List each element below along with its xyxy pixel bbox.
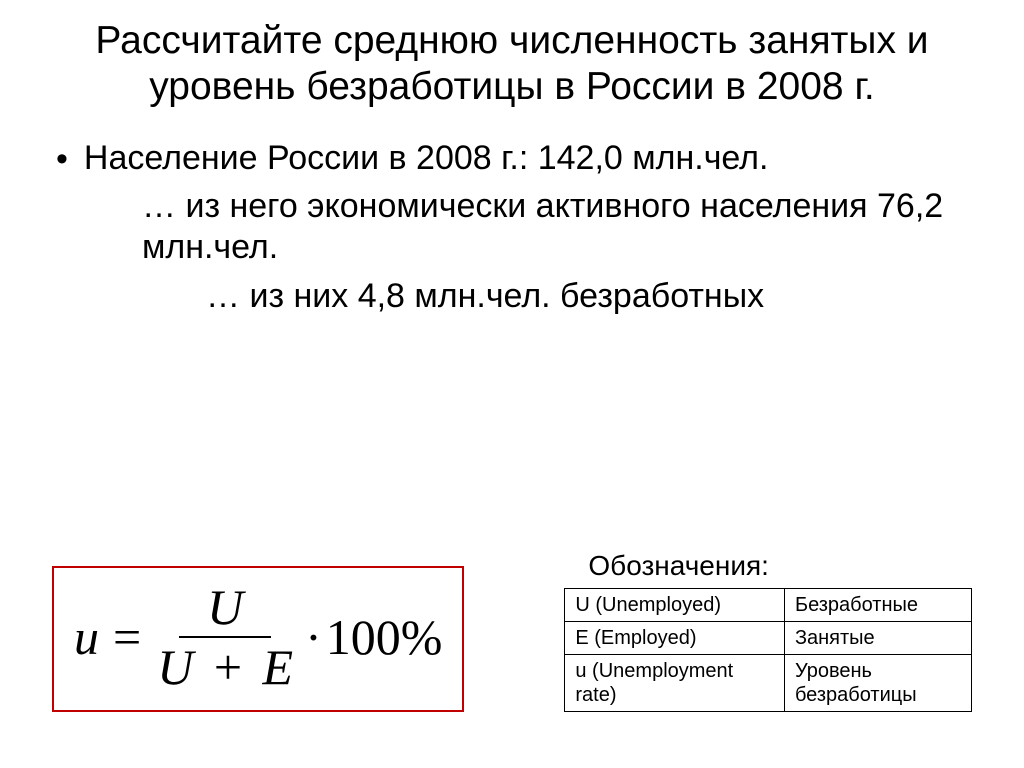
sub-item-2: … из них 4,8 млн.чел. безработных [56,276,976,317]
den-e: E [263,639,294,695]
formula-multiply-dot: · [305,612,322,662]
sub-item-1: … из него экономически активного населен… [56,186,976,269]
lower-row: u = U U + E · 100% Обозначения: U (Unemp… [0,550,1024,712]
formula-hundred-percent: 100% [326,612,443,662]
den-u: U [157,639,193,695]
legend-table: U (Unemployed) Безработные E (Employed) … [564,588,972,712]
bullet-text-1: Население России в 2008 г.: 142,0 млн.че… [84,138,769,179]
legend-meaning: Занятые [784,622,971,655]
fraction-denominator: U + E [151,638,299,694]
legend-title: Обозначения: [564,550,972,582]
slide: Рассчитайте среднюю численность занятых … [0,0,1024,768]
sub-text-1: … из него экономически активного населен… [142,187,943,266]
formula-lhs: u [74,612,99,662]
sub-text-2: … из них 4,8 млн.чел. безработных [206,277,764,315]
formula-equals: = [113,612,141,662]
legend-symbol: u (Unemployment rate) [565,655,785,712]
formula-box: u = U U + E · 100% [52,566,464,712]
legend-block: Обозначения: U (Unemployed) Безработные … [564,550,972,712]
formula-fraction: U U + E [151,580,299,694]
den-plus: + [214,639,242,695]
legend-symbol: E (Employed) [565,622,785,655]
table-row: U (Unemployed) Безработные [565,589,972,622]
fraction-numerator: U [179,580,271,638]
bullet-marker: • [56,140,68,179]
slide-title: Рассчитайте среднюю численность занятых … [48,18,976,110]
body-content: • Население России в 2008 г.: 142,0 млн.… [48,138,976,318]
legend-meaning: Безработные [784,589,971,622]
table-row: E (Employed) Занятые [565,622,972,655]
table-row: u (Unemployment rate) Уровень безработиц… [565,655,972,712]
legend-symbol: U (Unemployed) [565,589,785,622]
legend-meaning: Уровень безработицы [784,655,971,712]
bullet-item: • Население России в 2008 г.: 142,0 млн.… [56,138,976,179]
